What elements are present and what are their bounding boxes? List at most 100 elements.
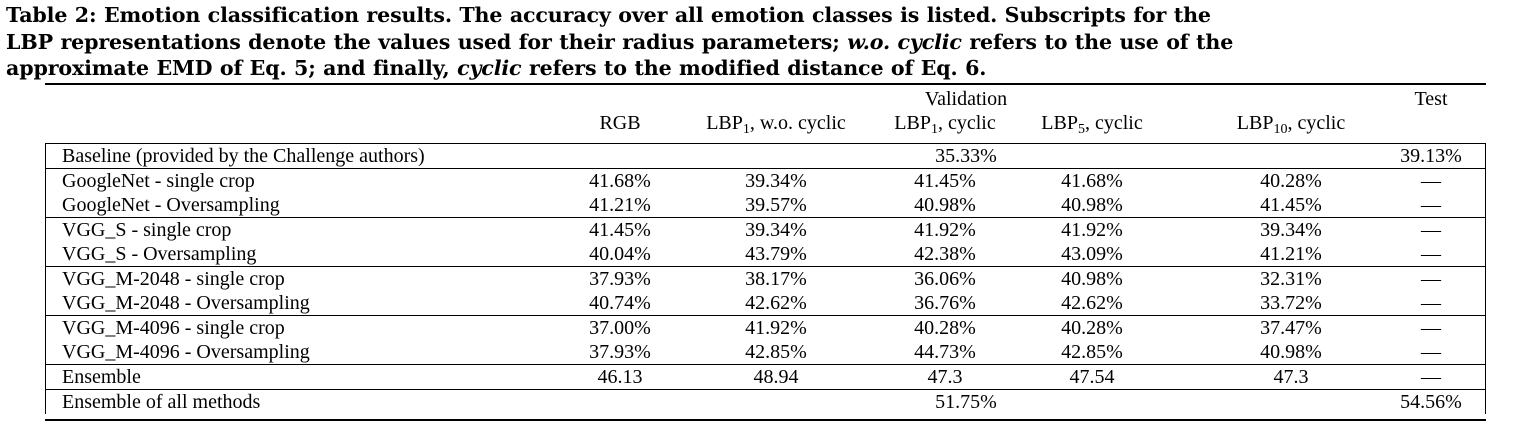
table-rule (45, 217, 1486, 218)
row-test: — (1421, 219, 1441, 241)
row-test: — (1421, 366, 1441, 388)
table-row: VGG_M-2048 - single crop 37.93% 38.17% 36.0… (45, 267, 1486, 291)
row-test: — (1421, 341, 1441, 363)
row-value: 38.17% (745, 268, 807, 290)
row-label: VGG_S - single crop (62, 219, 232, 241)
row-value: 41.68% (589, 170, 651, 192)
row-value: 43.09% (1061, 243, 1123, 265)
row-label: Baseline (provided by the Challenge auth… (62, 145, 425, 167)
table-row: Baseline (provided by the Challenge auth… (45, 144, 1486, 168)
header-validation: Validation (924, 88, 1008, 110)
row-value: 39.34% (745, 170, 807, 192)
row-value: 41.45% (1260, 194, 1322, 216)
row-value: 42.62% (745, 292, 807, 314)
row-test: — (1421, 194, 1441, 216)
row-value: 39.57% (745, 194, 807, 216)
row-label: VGG_M-4096 - single crop (62, 317, 285, 339)
row-value: 37.00% (589, 317, 651, 339)
header-col-subscript: 1 (930, 122, 938, 137)
row-value: 47.3 (927, 366, 963, 388)
row-value: 44.73% (914, 341, 976, 363)
table-rule (45, 389, 1486, 390)
table-border (45, 143, 46, 414)
table-row: VGG_M-4096 - single crop 37.00% 41.92% 40.2… (45, 316, 1486, 340)
row-value: 48.94 (753, 366, 799, 388)
table-row: VGG_M-2048 - Oversampling 40.74% 42.62% 36.… (45, 291, 1486, 315)
header-test: Test (1414, 88, 1448, 110)
caption-line-1: Table 2: Emotion classification results.… (6, 3, 1211, 27)
row-label: GoogleNet - single crop (62, 170, 255, 192)
row-value: 36.06% (914, 268, 976, 290)
row-value: 43.79% (745, 243, 807, 265)
table-row: VGG_M-4096 - Oversampling 37.93% 42.85% 44.… (45, 340, 1486, 364)
row-value: 36.76% (914, 292, 976, 314)
row-test: — (1421, 317, 1441, 339)
row-label: GoogleNet - Oversampling (62, 194, 280, 216)
row-label: VGG_M-2048 - Oversampling (62, 292, 310, 314)
header-col-base: LBP (706, 112, 743, 134)
header-col-2: LBP1, w.o. cyclic (678, 111, 874, 137)
table-header-columns: RGB LBP1, w.o. cyclic LBP1, cyclic LBP5, cy… (45, 111, 1486, 137)
header-col-subscript: 5 (1077, 122, 1085, 137)
table-rule-thick (45, 83, 1486, 85)
row-value: 37.47% (1260, 317, 1322, 339)
header-col-base: LBP (1236, 112, 1274, 134)
row-value: 40.98% (1061, 268, 1123, 290)
header-col-3: LBP1, cyclic (870, 111, 1020, 137)
row-value: 41.45% (589, 219, 651, 241)
table-row: VGG_S - Oversampling 40.04% 43.79% 42.38% 43… (45, 242, 1486, 266)
row-value: 40.98% (1260, 341, 1322, 363)
header-col-suffix: , cyclic (1084, 112, 1143, 134)
row-value: 41.92% (914, 219, 976, 241)
table-rule (45, 168, 1486, 169)
table-row: VGG_S - single crop 41.45% 39.34% 41.92% 41.… (45, 218, 1486, 242)
row-value: 40.28% (914, 317, 976, 339)
row-value: 42.62% (1061, 292, 1123, 314)
row-value: 42.85% (745, 341, 807, 363)
table-row: GoogleNet - single crop 41.68% 39.34% 41.45… (45, 169, 1486, 193)
table-row: GoogleNet - Oversampling 41.21% 39.57% 40.9… (45, 193, 1486, 217)
row-value: 32.31% (1260, 268, 1322, 290)
baseline-test: 39.13% (1400, 145, 1462, 167)
row-value: 41.21% (589, 194, 651, 216)
row-value: 40.98% (1061, 194, 1123, 216)
table-border (1485, 143, 1486, 414)
row-value: 47.3 (1273, 366, 1309, 388)
table-rule-thick (45, 419, 1486, 421)
row-value: 39.34% (1260, 219, 1322, 241)
table-caption: Table 2: Emotion classification results.… (6, 2, 1521, 82)
row-label: VGG_M-4096 - Oversampling (62, 341, 310, 363)
row-value: 42.85% (1061, 341, 1123, 363)
header-col-base: RGB (599, 112, 641, 134)
row-value: 40.04% (589, 243, 651, 265)
row-value: 40.98% (914, 194, 976, 216)
ensemble-all-test: 54.56% (1400, 391, 1462, 413)
header-col-subscript: 10 (1273, 122, 1288, 137)
row-label: VGG_M-2048 - single crop (62, 268, 285, 290)
header-col-1: RGB (555, 111, 685, 135)
row-label: Ensemble of all methods (62, 391, 261, 413)
table-row: Ensemble 46.13 48.94 47.3 47.54 47.3 — (45, 365, 1486, 389)
row-value: 41.68% (1061, 170, 1123, 192)
row-test: — (1421, 268, 1441, 290)
header-col-base: LBP (894, 112, 931, 134)
row-value: 47.54 (1069, 366, 1115, 388)
header-col-suffix: , cyclic (1287, 112, 1346, 134)
row-value: 40.28% (1260, 170, 1322, 192)
header-col-5: LBP10, cyclic (1205, 111, 1377, 137)
row-value: 37.93% (589, 341, 651, 363)
row-label: VGG_S - Oversampling (62, 243, 257, 265)
row-value: 41.45% (914, 170, 976, 192)
row-value: 40.74% (589, 292, 651, 314)
table-rule (45, 266, 1486, 267)
header-col-base: LBP (1041, 112, 1078, 134)
row-test: — (1421, 292, 1441, 314)
row-value: 39.34% (745, 219, 807, 241)
header-col-subscript: 1 (742, 122, 750, 137)
row-value: 41.92% (1061, 219, 1123, 241)
table-rule (45, 143, 1486, 144)
row-test: — (1421, 243, 1441, 265)
row-label: Ensemble (62, 366, 141, 388)
baseline-validation: 35.33% (935, 145, 997, 167)
header-col-suffix: , cyclic (937, 112, 996, 134)
